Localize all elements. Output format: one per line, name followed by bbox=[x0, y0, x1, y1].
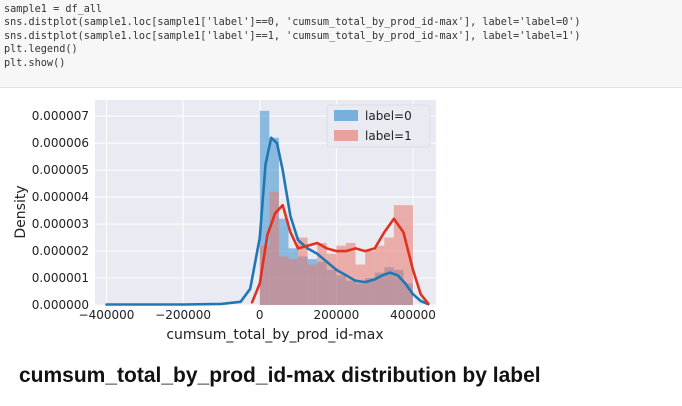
x-tick-label: −400000 bbox=[79, 308, 135, 322]
code-line-4: plt.legend() bbox=[4, 44, 78, 56]
legend-label-1: label=1 bbox=[365, 129, 412, 143]
legend-label-0: label=0 bbox=[365, 109, 412, 123]
hist-bar-label-0 bbox=[259, 110, 270, 305]
code-line-3: sns.distplot(sample1.loc[sample1['label'… bbox=[4, 30, 581, 42]
tick-labels: −400000 −200000 0 200000 400000 0.000000 0.000… bbox=[32, 109, 436, 322]
code-line-2: sns.distplot(sample1.loc[sample1['label'… bbox=[4, 17, 581, 29]
hist-bar-label-1 bbox=[326, 253, 337, 305]
x-axis-label: cumsum_total_by_prod_id-max bbox=[166, 327, 383, 343]
hist-bar-label-1 bbox=[384, 237, 394, 305]
density-plot: −400000 −200000 0 200000 400000 0.000000 0.000… bbox=[0, 92, 440, 354]
kde-curves bbox=[105, 136, 430, 306]
y-tick-label: 0.000001 bbox=[32, 271, 89, 285]
y-tick-label: 0.000007 bbox=[32, 109, 89, 123]
legend-swatch-label-0 bbox=[334, 110, 358, 121]
legend-swatch-label-1 bbox=[334, 130, 358, 141]
kde-curve-label-1 bbox=[250, 203, 430, 305]
hist-bar-label-1 bbox=[278, 256, 289, 305]
hist-bar-label-1 bbox=[365, 251, 375, 305]
hist-bar-label-1 bbox=[298, 237, 308, 305]
x-tick-label: −200000 bbox=[155, 308, 211, 322]
code-line-5: plt.show() bbox=[4, 57, 66, 69]
hist-bar-label-1 bbox=[374, 245, 385, 305]
legend: label=0 label=1 bbox=[326, 104, 431, 148]
hist-bar-label-1 bbox=[345, 242, 356, 305]
hist-bar-label-1 bbox=[393, 205, 404, 305]
hist-bar-label-1 bbox=[317, 242, 327, 305]
x-tick-label: 200000 bbox=[313, 308, 359, 322]
y-tick-label: 0.000004 bbox=[32, 190, 89, 204]
hist-bar-label-1 bbox=[307, 264, 318, 305]
hist-bar-label-1 bbox=[288, 259, 299, 305]
y-tick-label: 0.000005 bbox=[32, 163, 89, 177]
y-tick-label: 0.000000 bbox=[32, 298, 89, 312]
y-tick-label: 0.000003 bbox=[32, 217, 89, 231]
x-tick-label: 0 bbox=[256, 308, 264, 322]
hist-bar-label-1 bbox=[336, 245, 346, 305]
x-tick-label: 400000 bbox=[390, 308, 436, 322]
hist-bar-label-1 bbox=[355, 264, 366, 305]
y-axis-label: Density bbox=[13, 185, 29, 238]
code-line-1: sample1 = df_all bbox=[4, 4, 103, 15]
code-cell[interactable]: sample1 = df_all sns.distplot(sample1.lo… bbox=[0, 0, 682, 88]
hist-bar-label-1 bbox=[259, 245, 270, 305]
y-tick-label: 0.000006 bbox=[32, 136, 89, 150]
hist-bar-label-1 bbox=[269, 191, 279, 305]
kde-curve-label-0 bbox=[105, 136, 430, 306]
y-tick-label: 0.000002 bbox=[32, 244, 89, 258]
figure-caption: cumsum_total_by_prod_id-max distribution… bbox=[19, 364, 541, 387]
